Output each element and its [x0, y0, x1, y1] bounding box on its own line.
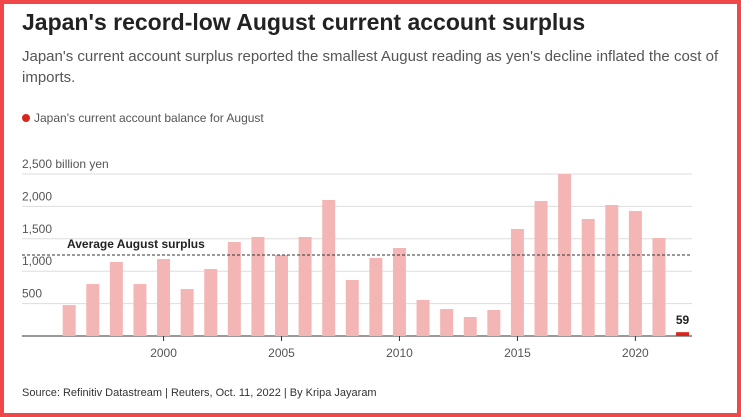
bar: [345, 280, 359, 336]
bar: [157, 259, 171, 336]
bar: [62, 305, 76, 336]
bar: [251, 236, 265, 336]
bar: [392, 248, 406, 336]
bar: [322, 199, 336, 336]
bar: [628, 211, 642, 336]
bar: [180, 289, 194, 336]
x-tick-label: 2020: [622, 346, 649, 360]
chart-title: Japan's record-low August current accoun…: [22, 9, 585, 35]
legend-label: Japan's current account balance for Augu…: [34, 111, 264, 125]
bar: [581, 218, 595, 336]
bar: [133, 284, 147, 336]
bar: [204, 268, 218, 336]
bar: [676, 332, 690, 336]
chart-subtitle: Japan's current account surplus reported…: [22, 48, 719, 86]
average-label: Average August surplus: [67, 237, 205, 251]
y-tick-label: 2,000: [22, 189, 52, 203]
bar: [369, 257, 383, 336]
bar: [510, 229, 524, 336]
source: Source: Refinitiv Datastream | Reuters, …: [22, 387, 377, 399]
bar: [652, 238, 666, 336]
chart: Japan's record-low August current accoun…: [22, 9, 719, 399]
x-tick-label: 2015: [504, 346, 531, 360]
bar: [416, 299, 430, 336]
bar: [86, 284, 100, 336]
x-tick-label: 2005: [268, 346, 295, 360]
bar: [440, 308, 454, 336]
y-tick-label: 1,500: [22, 222, 52, 236]
y-tick-label: 1,000: [22, 254, 52, 268]
bar: [109, 261, 123, 336]
bar: [605, 204, 619, 336]
x-tick-label: 2010: [386, 346, 413, 360]
bar: [463, 317, 477, 336]
bar: [275, 255, 289, 336]
legend-swatch: [22, 114, 30, 122]
x-tick-label: 2000: [150, 346, 177, 360]
y-tick-label: 500: [22, 287, 42, 301]
y-tick-label: 2,500 billion yen: [22, 157, 109, 171]
bar: [487, 310, 501, 336]
bar: [534, 201, 548, 336]
subtitle-box: Japan's current account surplus reported…: [22, 48, 719, 86]
bar: [298, 236, 312, 336]
data-label: 59: [676, 313, 690, 327]
bar: [227, 241, 241, 336]
